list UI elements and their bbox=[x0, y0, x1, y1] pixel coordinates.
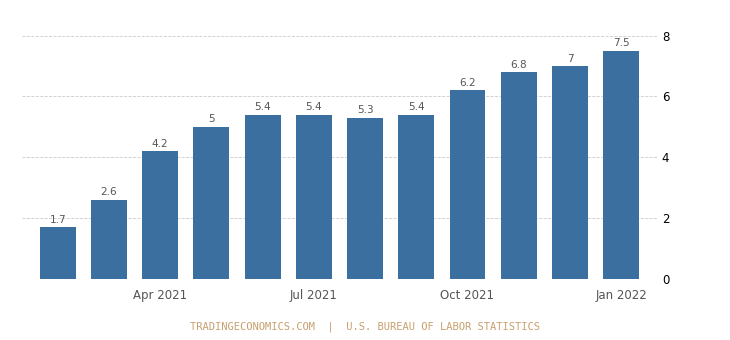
Bar bbox=[91, 200, 127, 279]
Bar bbox=[296, 115, 331, 279]
Text: 2.6: 2.6 bbox=[101, 187, 118, 197]
Bar bbox=[552, 66, 588, 279]
Text: 5.3: 5.3 bbox=[357, 105, 373, 115]
Text: 5: 5 bbox=[208, 114, 215, 124]
Text: 1.7: 1.7 bbox=[50, 215, 66, 225]
Text: 5.4: 5.4 bbox=[408, 102, 425, 112]
Bar bbox=[142, 151, 178, 279]
Bar bbox=[40, 227, 76, 279]
Bar bbox=[347, 118, 383, 279]
Text: 6.2: 6.2 bbox=[459, 78, 476, 88]
Text: TRADINGECONOMICS.COM  |  U.S. BUREAU OF LABOR STATISTICS: TRADINGECONOMICS.COM | U.S. BUREAU OF LA… bbox=[190, 321, 540, 332]
Text: 7.5: 7.5 bbox=[613, 38, 629, 48]
Text: 5.4: 5.4 bbox=[306, 102, 322, 112]
Bar bbox=[501, 72, 537, 279]
Text: 4.2: 4.2 bbox=[152, 139, 169, 149]
Bar bbox=[245, 115, 280, 279]
Text: 6.8: 6.8 bbox=[510, 59, 527, 70]
Bar bbox=[603, 51, 639, 279]
Bar bbox=[193, 127, 229, 279]
Bar bbox=[450, 90, 485, 279]
Text: 7: 7 bbox=[566, 54, 573, 64]
Text: 5.4: 5.4 bbox=[254, 102, 271, 112]
Bar bbox=[399, 115, 434, 279]
